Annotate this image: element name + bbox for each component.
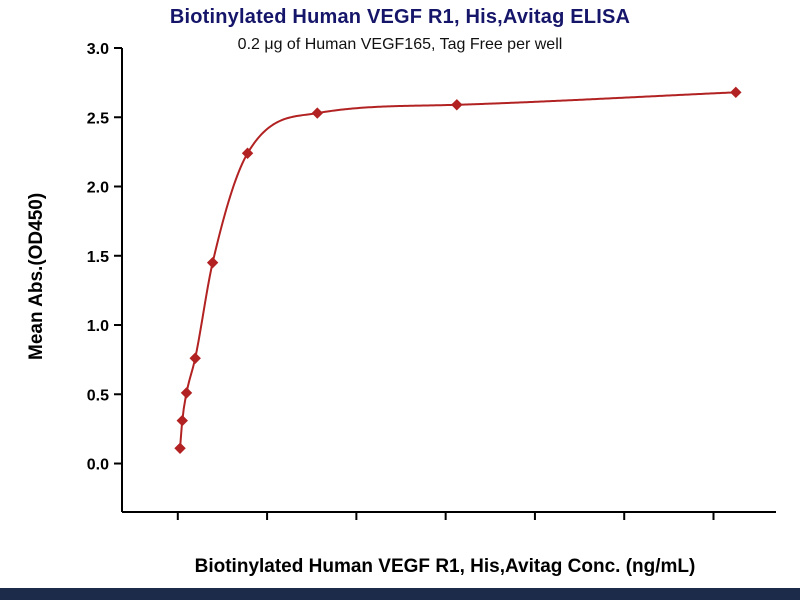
x-axis-label: Biotinylated Human VEGF R1, His,Avitag C…: [194, 556, 696, 577]
data-point-marker: [174, 442, 186, 454]
data-point-marker: [189, 352, 201, 364]
elisa-line-chart: 0.00.51.01.52.02.53.004080120160200240: [87, 41, 776, 520]
fit-curve: [179, 91, 736, 449]
data-point-marker: [311, 107, 324, 119]
y-axis-label: Mean Abs.(OD450): [26, 192, 47, 360]
y-tick-label: 0.0: [87, 457, 109, 474]
data-point-marker: [206, 256, 219, 269]
y-tick-label: 2.5: [87, 110, 109, 127]
y-tick-label: 2.0: [87, 180, 109, 197]
y-tick-label: 1.0: [87, 318, 109, 335]
data-point-marker: [180, 387, 193, 399]
footer-bar: [0, 588, 800, 600]
y-tick-label: 0.5: [87, 387, 109, 404]
data-point-marker: [730, 86, 742, 99]
chart-title: Biotinylated Human VEGF R1, His,Avitag E…: [169, 6, 631, 28]
y-tick-label: 1.5: [87, 249, 109, 266]
data-point-marker: [451, 99, 463, 111]
chart-subtitle: 0.2 μg of Human VEGF165, Tag Free per we…: [237, 36, 563, 53]
y-tick-label: 3.0: [87, 41, 109, 58]
data-point-marker: [241, 147, 254, 159]
data-point-marker: [176, 414, 188, 427]
